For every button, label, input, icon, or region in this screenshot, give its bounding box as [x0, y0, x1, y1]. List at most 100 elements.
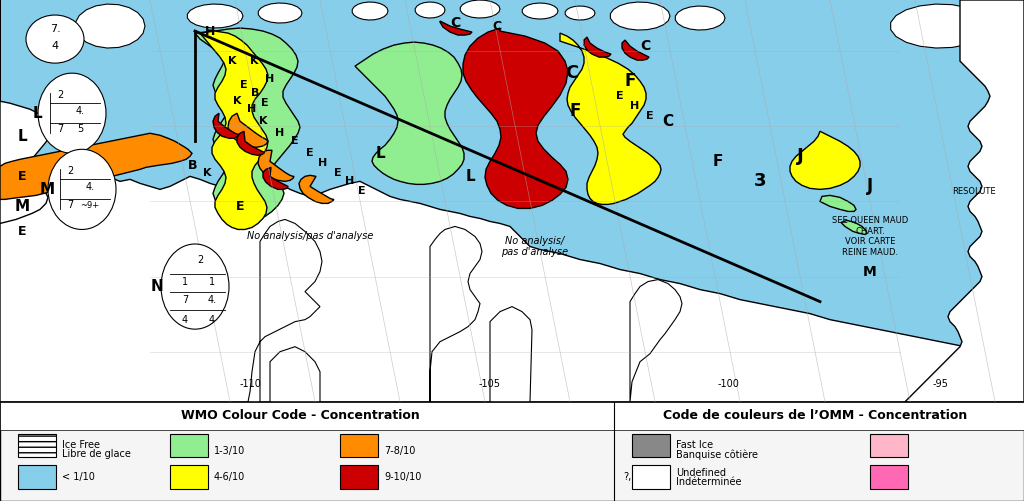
Text: L: L [465, 169, 475, 184]
Text: H: H [345, 176, 354, 186]
Text: C: C [450, 16, 460, 30]
Text: Banquise côtière: Banquise côtière [676, 449, 758, 459]
Bar [340, 465, 378, 489]
Polygon shape [248, 219, 322, 402]
Polygon shape [76, 4, 145, 48]
Text: H: H [248, 104, 257, 114]
Bar [18, 433, 56, 457]
Polygon shape [490, 307, 532, 402]
Polygon shape [676, 6, 725, 30]
Bar [340, 433, 378, 457]
Text: H: H [275, 128, 285, 138]
Text: 9-10/10: 9-10/10 [384, 472, 421, 482]
Bar [0, 402, 1024, 429]
Text: 1: 1 [182, 277, 188, 287]
Ellipse shape [48, 149, 116, 229]
Text: ~9+: ~9+ [81, 201, 99, 210]
Polygon shape [440, 21, 472, 35]
Polygon shape [522, 3, 558, 19]
Text: -110: -110 [239, 379, 261, 389]
Text: N: N [151, 279, 164, 294]
Text: H: H [631, 101, 640, 111]
Text: K: K [250, 56, 258, 66]
Polygon shape [584, 37, 611, 57]
Polygon shape [299, 175, 334, 203]
Text: F: F [569, 102, 581, 120]
Text: 7: 7 [67, 200, 73, 210]
Text: C: C [663, 114, 674, 129]
Polygon shape [228, 113, 268, 147]
Text: E: E [236, 200, 245, 213]
Polygon shape [820, 195, 856, 211]
Bar [632, 433, 670, 457]
Polygon shape [0, 166, 1024, 402]
Polygon shape [0, 133, 193, 199]
Text: Libre de glace: Libre de glace [62, 449, 131, 459]
Text: K: K [259, 116, 267, 126]
Text: 2: 2 [57, 90, 63, 100]
Text: Fast Ice: Fast Ice [676, 440, 713, 450]
Text: 7.: 7. [49, 24, 60, 34]
Text: -105: -105 [479, 379, 501, 389]
Text: B: B [251, 88, 259, 98]
Text: 4: 4 [51, 41, 58, 51]
Polygon shape [622, 40, 649, 60]
Polygon shape [213, 113, 239, 138]
Text: 4.: 4. [208, 295, 216, 305]
Polygon shape [463, 28, 568, 208]
Polygon shape [560, 33, 662, 204]
Text: 5: 5 [77, 124, 83, 134]
Text: E: E [358, 186, 366, 196]
Polygon shape [630, 280, 682, 402]
Polygon shape [460, 0, 500, 18]
Ellipse shape [26, 15, 84, 63]
Polygon shape [263, 167, 288, 189]
Polygon shape [200, 31, 268, 229]
Text: M: M [40, 182, 54, 197]
Polygon shape [195, 28, 300, 221]
Ellipse shape [161, 244, 229, 329]
Polygon shape [237, 131, 264, 155]
Text: E: E [241, 80, 248, 90]
Polygon shape [905, 0, 1024, 402]
Text: E: E [261, 98, 269, 108]
Text: SEE QUEEN MAUD
CHART.
VOIR CARTE
REINE MAUD.: SEE QUEEN MAUD CHART. VOIR CARTE REINE M… [831, 216, 908, 257]
Polygon shape [355, 42, 464, 184]
Bar [870, 465, 908, 489]
Text: M: M [14, 199, 30, 214]
Text: C: C [640, 39, 650, 53]
Polygon shape [187, 4, 243, 28]
Polygon shape [270, 347, 319, 402]
Text: 3: 3 [754, 172, 766, 190]
Polygon shape [258, 150, 294, 181]
Text: H: H [265, 74, 274, 84]
Text: L: L [32, 106, 42, 121]
Text: Undefined: Undefined [676, 468, 726, 478]
Ellipse shape [38, 73, 106, 153]
Bar [170, 433, 208, 457]
Text: C: C [493, 20, 502, 33]
Bar [870, 433, 908, 457]
Text: H: H [318, 158, 328, 168]
Text: 4: 4 [209, 315, 215, 325]
Text: 2: 2 [67, 166, 73, 176]
Polygon shape [352, 2, 388, 20]
Text: 4.: 4. [76, 106, 85, 116]
Text: L: L [375, 146, 385, 161]
Text: F: F [713, 154, 723, 169]
Text: J: J [867, 177, 873, 195]
Polygon shape [841, 220, 867, 234]
Bar [170, 465, 208, 489]
Text: K: K [203, 168, 211, 178]
Text: 7: 7 [182, 295, 188, 305]
Text: E: E [646, 111, 653, 121]
Text: 1-3/10: 1-3/10 [214, 446, 246, 456]
Text: -95: -95 [932, 379, 948, 389]
Polygon shape [258, 3, 302, 23]
Text: ?,: ?, [624, 472, 632, 482]
Text: J: J [797, 147, 804, 165]
Polygon shape [415, 2, 445, 18]
Text: E: E [17, 170, 27, 183]
Polygon shape [0, 0, 52, 223]
Text: Code de couleurs de l’OMM - Concentration: Code de couleurs de l’OMM - Concentratio… [663, 409, 967, 422]
